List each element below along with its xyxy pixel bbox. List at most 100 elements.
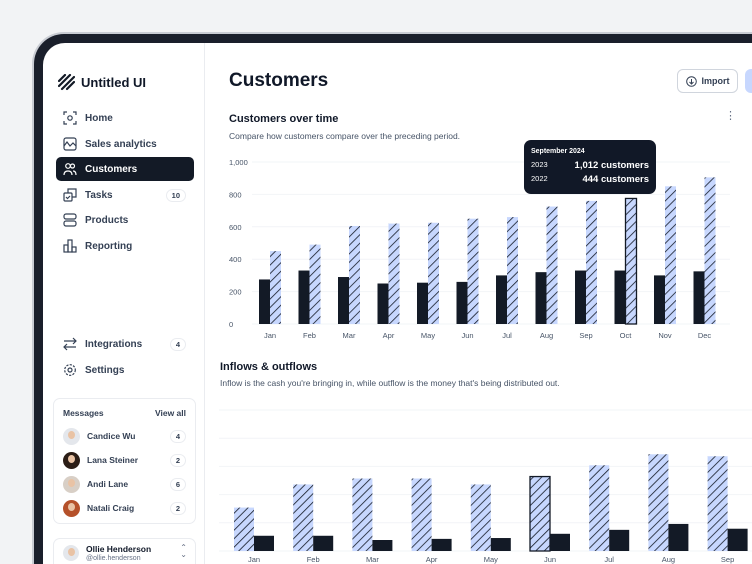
- bar-solid-dark-Jan: [254, 535, 274, 551]
- sidebar-item-label: Products: [85, 214, 129, 226]
- app-name: Untitled UI: [81, 75, 146, 90]
- sidebar-item-reporting[interactable]: Reporting: [56, 234, 194, 258]
- bar-solid-dark-Apr: [431, 538, 452, 551]
- page-title: Customers: [229, 70, 329, 91]
- messages-panel: Messages View all Candice Wu 4 Lana Steine…: [53, 398, 196, 524]
- sidebar-item-integrations[interactable]: Integrations 4: [56, 332, 194, 356]
- import-button[interactable]: Import: [677, 69, 738, 93]
- sidebar-item-customers[interactable]: Customers: [56, 157, 194, 181]
- sidebar-item-settings[interactable]: Settings: [56, 358, 194, 382]
- message-item[interactable]: Lana Steiner 2: [54, 448, 195, 472]
- bar-solid-dark-Aug: [668, 523, 689, 551]
- bar-solid-dark-May: [490, 538, 511, 551]
- bar-2023-Jan: [270, 251, 281, 324]
- bar-2023-Apr: [388, 223, 400, 324]
- message-count: 2: [169, 453, 186, 467]
- bar-2022-May: [417, 282, 428, 324]
- bar-2022-Dec: [693, 271, 705, 324]
- x-tick-label: Jul: [604, 555, 614, 564]
- user-menu[interactable]: Ollie Henderson @ollie.henderson ⌃ ⌄: [53, 538, 196, 564]
- tooltip-title: September 2024: [531, 148, 585, 155]
- message-sender: Candice Wu: [87, 431, 136, 441]
- bar-2022-Aug: [535, 272, 547, 324]
- avatar: [63, 427, 80, 445]
- y-tick-label: 400: [229, 255, 242, 264]
- message-sender: Natali Craig: [87, 503, 135, 513]
- tooltip-label: 2022: [531, 174, 548, 183]
- bar-2023-Jun: [467, 218, 479, 324]
- bar-hatched-Sep: [707, 456, 728, 551]
- x-tick-label: May: [421, 331, 435, 340]
- sidebar-item-label: Home: [85, 112, 113, 124]
- x-tick-label: Jan: [264, 331, 276, 340]
- bar-hatched-Feb: [293, 484, 314, 551]
- products-icon: [63, 213, 77, 227]
- chart-title: Customers over time: [229, 113, 339, 125]
- avatar: [63, 451, 80, 469]
- bar-hatched-Jun: [529, 475, 551, 552]
- primary-button[interactable]: [745, 69, 752, 93]
- logo-icon: [58, 74, 75, 91]
- message-item[interactable]: Natali Craig 2: [54, 496, 195, 520]
- bar-solid-dark-Feb: [313, 535, 334, 551]
- home-icon: [63, 111, 77, 125]
- x-tick-label: Feb: [307, 555, 320, 564]
- x-tick-label: Jun: [461, 331, 473, 340]
- bar-solid-dark-Mar: [372, 540, 393, 551]
- chart-subtitle: Inflow is the cash you're bringing in, w…: [220, 378, 560, 388]
- x-tick-label: Feb: [303, 331, 316, 340]
- download-icon: [685, 75, 697, 87]
- logo: Untitled UI: [58, 74, 146, 91]
- avatar: [63, 475, 80, 493]
- bar-solid-dark-Jun: [550, 533, 570, 551]
- x-tick-label: Jan: [248, 555, 260, 564]
- bar-2022-Sep: [575, 270, 586, 324]
- chart-icon: [63, 137, 77, 151]
- x-tick-label: Oct: [620, 331, 633, 340]
- message-sender: Lana Steiner: [87, 455, 139, 465]
- chart-subtitle: Compare how customers compare over the p…: [229, 131, 461, 141]
- chart-tooltip: September 2024 2023 1,012 customers 2022 4…: [524, 140, 656, 194]
- sidebar-item-label: Tasks: [85, 189, 113, 201]
- sidebar-item-sales-analytics[interactable]: Sales analytics: [56, 132, 194, 156]
- sidebar-item-label: Integrations: [85, 338, 143, 350]
- bar-2022-Nov: [654, 275, 665, 324]
- message-item[interactable]: Andi Lane 6: [54, 472, 195, 496]
- bar-2022-Jul: [496, 275, 507, 324]
- message-count: 2: [169, 501, 186, 515]
- bar-hatched-Jan: [234, 507, 254, 551]
- sidebar-item-label: Sales analytics: [85, 138, 157, 150]
- chevron-up-down-icon: ⌃ ⌄: [180, 543, 187, 559]
- sidebar-item-tasks[interactable]: Tasks 10: [56, 183, 194, 207]
- x-tick-label: Nov: [658, 331, 672, 340]
- bar-2023-Aug: [546, 206, 558, 324]
- view-all-link[interactable]: View all: [154, 408, 186, 418]
- more-options-icon[interactable]: ⋮: [725, 110, 736, 122]
- bar-2023-Jul: [507, 217, 518, 324]
- user-avatar: [63, 545, 79, 561]
- bar-hatched-Jul: [589, 465, 610, 551]
- y-tick-label: 800: [229, 190, 242, 199]
- bar-hatched-Aug: [648, 454, 669, 551]
- sidebar-item-products[interactable]: Products: [56, 208, 194, 232]
- x-tick-label: Mar: [366, 555, 379, 564]
- sidebar-item-home[interactable]: Home: [56, 106, 194, 130]
- message-count: 4: [169, 429, 186, 443]
- import-label: Import: [701, 76, 730, 86]
- chart-title: Inflows & outflows: [220, 361, 318, 373]
- x-tick-label: Mar: [343, 331, 356, 340]
- message-sender: Andi Lane: [87, 479, 129, 489]
- bar-2022-Jun: [456, 281, 468, 324]
- users-icon: [63, 163, 77, 176]
- bar-2023-Sep: [586, 200, 597, 324]
- bar-hatched-Apr: [411, 478, 432, 551]
- bar-solid-dark-Jul: [609, 529, 630, 551]
- tasks-icon: [63, 188, 77, 202]
- tooltip-value: 444 customers: [582, 174, 649, 185]
- x-tick-label: Jul: [502, 331, 512, 340]
- sidebar-item-label: Customers: [85, 163, 138, 175]
- x-tick-label: Sep: [579, 331, 592, 340]
- y-tick-label: 1,000: [229, 158, 248, 167]
- gear-icon: [64, 364, 76, 376]
- message-item[interactable]: Candice Wu 4: [54, 424, 195, 448]
